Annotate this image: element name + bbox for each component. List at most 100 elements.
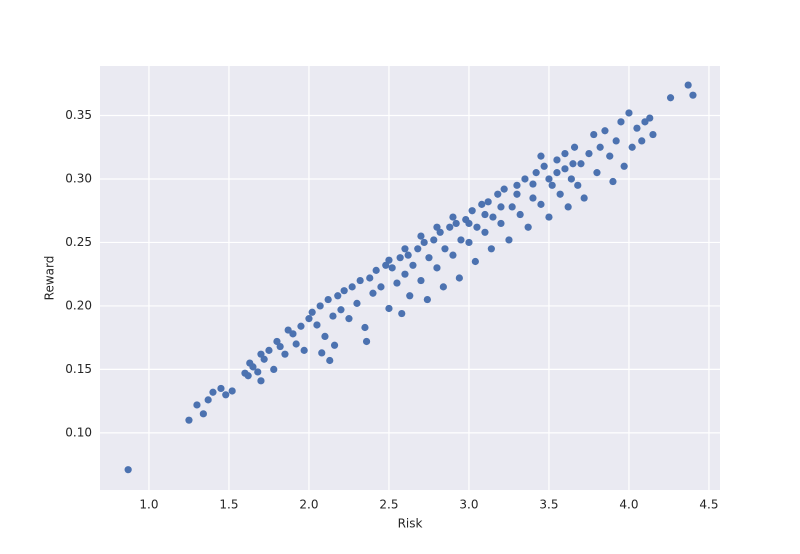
point xyxy=(193,401,201,409)
point xyxy=(385,256,393,264)
y-tick-label: 0.35 xyxy=(65,108,92,122)
y-tick-label: 0.25 xyxy=(65,235,92,249)
point xyxy=(545,175,553,183)
point xyxy=(199,410,207,418)
y-tick-label: 0.15 xyxy=(65,362,92,376)
point xyxy=(385,304,393,313)
point xyxy=(284,326,292,334)
point xyxy=(457,236,465,244)
point xyxy=(388,264,396,272)
point xyxy=(537,152,545,160)
point xyxy=(641,118,649,126)
point xyxy=(585,149,593,158)
point xyxy=(497,219,505,228)
point xyxy=(561,165,569,173)
x-tick-label: 2.5 xyxy=(379,498,398,512)
point xyxy=(494,190,502,198)
point xyxy=(508,203,516,211)
point xyxy=(441,245,449,253)
point xyxy=(361,323,369,332)
point xyxy=(625,109,633,117)
point xyxy=(567,175,575,183)
point xyxy=(409,261,417,269)
point xyxy=(209,388,217,396)
point xyxy=(372,266,380,274)
point xyxy=(689,91,697,99)
point xyxy=(276,342,284,351)
point xyxy=(649,130,657,139)
point xyxy=(590,130,598,139)
point xyxy=(516,210,524,219)
point xyxy=(473,223,481,231)
point xyxy=(433,223,441,231)
point xyxy=(449,251,457,259)
point xyxy=(425,254,433,262)
point xyxy=(468,207,476,215)
point xyxy=(329,312,337,320)
point xyxy=(633,124,641,132)
point xyxy=(324,295,332,304)
point xyxy=(289,330,297,338)
point xyxy=(313,321,321,329)
point xyxy=(513,190,521,198)
point xyxy=(433,264,441,272)
y-tick-label: 0.10 xyxy=(65,425,92,439)
point xyxy=(366,274,374,282)
point xyxy=(449,213,457,221)
point xyxy=(353,299,361,307)
point xyxy=(446,223,454,231)
point xyxy=(348,283,356,291)
point xyxy=(404,251,412,259)
point xyxy=(316,302,324,310)
point xyxy=(377,283,385,291)
point xyxy=(185,416,193,424)
point xyxy=(569,160,577,168)
point xyxy=(393,279,401,287)
point xyxy=(574,181,582,189)
point xyxy=(620,162,628,170)
point xyxy=(471,257,479,266)
point xyxy=(124,466,132,474)
point xyxy=(646,114,654,122)
point xyxy=(561,149,569,158)
point xyxy=(577,160,585,168)
point xyxy=(281,350,289,358)
point xyxy=(487,245,495,253)
point xyxy=(292,340,300,348)
point xyxy=(398,309,406,318)
point xyxy=(257,377,265,385)
x-axis-label: Risk xyxy=(398,517,423,531)
point xyxy=(300,346,308,354)
point xyxy=(465,238,473,247)
point xyxy=(532,169,540,177)
point xyxy=(601,127,609,135)
point xyxy=(580,194,588,202)
point xyxy=(217,384,225,393)
x-tick-label: 1.0 xyxy=(139,498,158,512)
point xyxy=(564,203,572,211)
point xyxy=(666,94,675,102)
point xyxy=(326,356,334,365)
x-tick-label: 2.0 xyxy=(299,498,318,512)
point xyxy=(356,276,364,285)
x-tick-label: 4.0 xyxy=(619,498,638,512)
point xyxy=(606,152,614,160)
point xyxy=(417,276,425,285)
point xyxy=(369,289,377,297)
point xyxy=(340,287,348,295)
x-tick-label: 3.0 xyxy=(459,498,478,512)
point xyxy=(537,200,545,208)
point xyxy=(401,245,409,253)
point xyxy=(337,306,345,314)
point xyxy=(570,143,579,151)
point xyxy=(628,143,636,151)
point xyxy=(497,203,505,211)
point xyxy=(545,213,553,221)
x-tick-label: 3.5 xyxy=(539,498,558,512)
point xyxy=(455,274,463,282)
y-tick-label: 0.20 xyxy=(65,298,92,312)
point xyxy=(297,322,305,330)
point xyxy=(305,315,313,323)
plot-area xyxy=(100,66,720,490)
point xyxy=(318,349,326,357)
